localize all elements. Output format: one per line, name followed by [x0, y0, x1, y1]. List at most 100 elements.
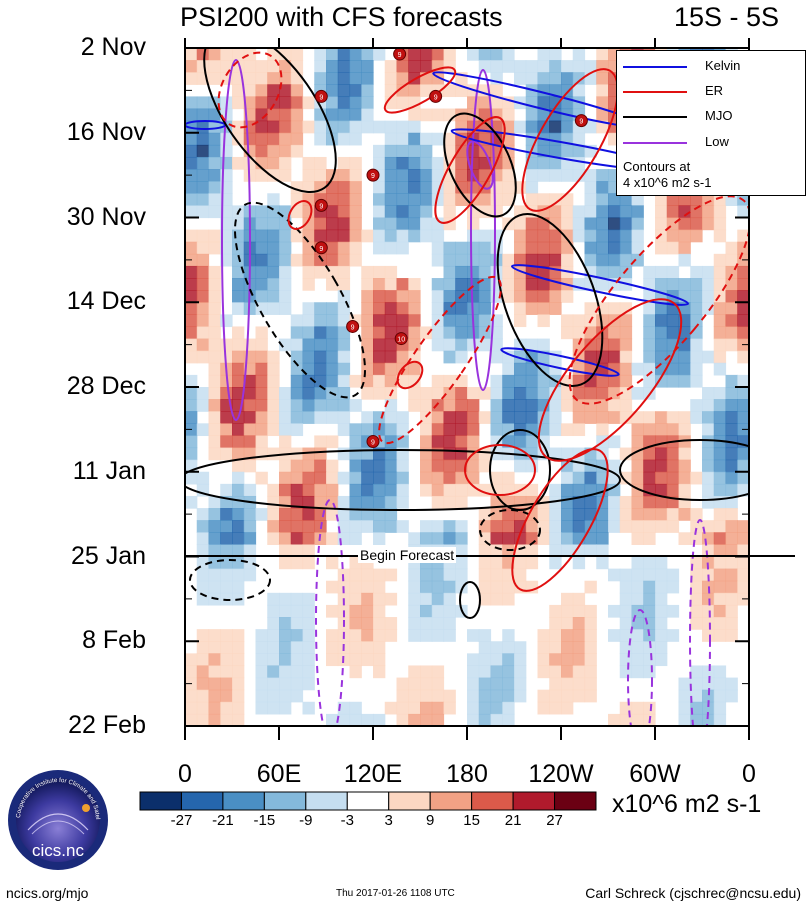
- field-cell: [455, 435, 468, 449]
- legend-kelvin: Kelvin: [623, 58, 803, 76]
- legend-low-label: Low: [705, 134, 729, 149]
- field-cell: [584, 193, 597, 206]
- field-cell: [196, 338, 210, 352]
- field-cell: [396, 701, 409, 715]
- field-cell: [455, 144, 468, 158]
- field-cell: [490, 193, 503, 206]
- field-cell: [232, 629, 245, 642]
- field-cell: [326, 459, 339, 473]
- field-cell: [232, 580, 245, 594]
- field-cell: [643, 338, 656, 352]
- field-cell: [314, 314, 327, 328]
- field-cell: [443, 108, 456, 122]
- field-cell: [678, 495, 691, 509]
- field-cell: [514, 302, 527, 315]
- field-cell: [631, 532, 644, 545]
- field-cell: [431, 108, 445, 122]
- field-cell: [443, 132, 456, 146]
- field-cell: [584, 617, 597, 630]
- field-cell: [420, 144, 433, 158]
- field-cell: [525, 60, 539, 73]
- field-cell: [267, 387, 280, 400]
- field-cell: [232, 701, 245, 715]
- low-contour: [470, 69, 496, 391]
- field-cell: [514, 217, 527, 231]
- field-cell: [690, 193, 703, 206]
- field-cell: [373, 483, 386, 497]
- field-cell: [737, 399, 749, 412]
- field-cell: [420, 217, 433, 231]
- field-cell: [737, 326, 749, 340]
- field-cell: [702, 290, 715, 303]
- field-cell: [525, 193, 539, 206]
- field-cell: [361, 592, 374, 606]
- field-cell: [561, 72, 574, 85]
- field-cell: [631, 665, 644, 679]
- field-cell: [443, 205, 456, 219]
- field-cell: [314, 60, 327, 73]
- field-cell: [302, 169, 315, 182]
- field-cell: [713, 326, 727, 340]
- field-cell: [408, 399, 421, 412]
- field-cell: [631, 435, 644, 449]
- field-cell: [678, 205, 691, 219]
- field-cell: [349, 132, 362, 146]
- mjo-contour: [203, 48, 337, 193]
- field-cell: [737, 411, 749, 424]
- field-cell: [243, 72, 257, 85]
- field-cell: [361, 713, 374, 726]
- field-cell: [290, 592, 304, 606]
- field-cell: [208, 132, 221, 146]
- field-cell: [737, 387, 749, 400]
- field-cell: [631, 580, 644, 594]
- field-cell: [478, 713, 492, 726]
- field-cell: [502, 399, 515, 412]
- field-cell: [361, 604, 374, 618]
- field-cell: [725, 544, 738, 558]
- field-cell: [502, 181, 515, 194]
- field-cell: [384, 265, 398, 279]
- mjo-contour: [496, 213, 604, 387]
- field-cell: [208, 229, 221, 243]
- field-cell: [279, 689, 292, 703]
- field-cell: [396, 302, 409, 315]
- field-cell: [443, 48, 456, 61]
- field-cell: [561, 217, 574, 231]
- field-cell: [561, 60, 574, 73]
- field-cell: [514, 641, 527, 654]
- field-cell: [314, 229, 327, 243]
- field-cell: [279, 483, 292, 497]
- field-cell: [196, 399, 210, 412]
- field-cell: [196, 629, 210, 642]
- field-cell: [208, 302, 221, 315]
- field-cell: [725, 411, 738, 424]
- field-cell: [467, 96, 480, 110]
- field-cell: [655, 604, 668, 618]
- field-cell: [255, 120, 268, 134]
- field-cell: [631, 362, 644, 376]
- field-cell: [267, 290, 280, 303]
- field-cell: [713, 701, 727, 715]
- field-cell: [725, 302, 738, 315]
- field-cell: [525, 556, 539, 570]
- field-cell: [666, 471, 680, 485]
- field-cell: [713, 338, 727, 352]
- field-cell: [302, 217, 315, 231]
- field-cell: [713, 193, 727, 206]
- field-cell: [619, 350, 633, 364]
- field-cell: [490, 641, 503, 654]
- field-cell: [584, 508, 597, 521]
- field-cell: [572, 508, 586, 521]
- field-cell: [196, 302, 210, 315]
- field-cell: [349, 508, 362, 521]
- field-cell: [584, 302, 597, 315]
- field-cell: [279, 132, 292, 146]
- field-cell: [490, 592, 503, 606]
- field-cell: [561, 423, 574, 437]
- field-cell: [478, 580, 492, 594]
- field-cell: [267, 447, 280, 461]
- field-cell: [608, 338, 621, 352]
- field-cell: [690, 604, 703, 618]
- field-cell: [467, 435, 480, 449]
- field-cell: [702, 520, 715, 533]
